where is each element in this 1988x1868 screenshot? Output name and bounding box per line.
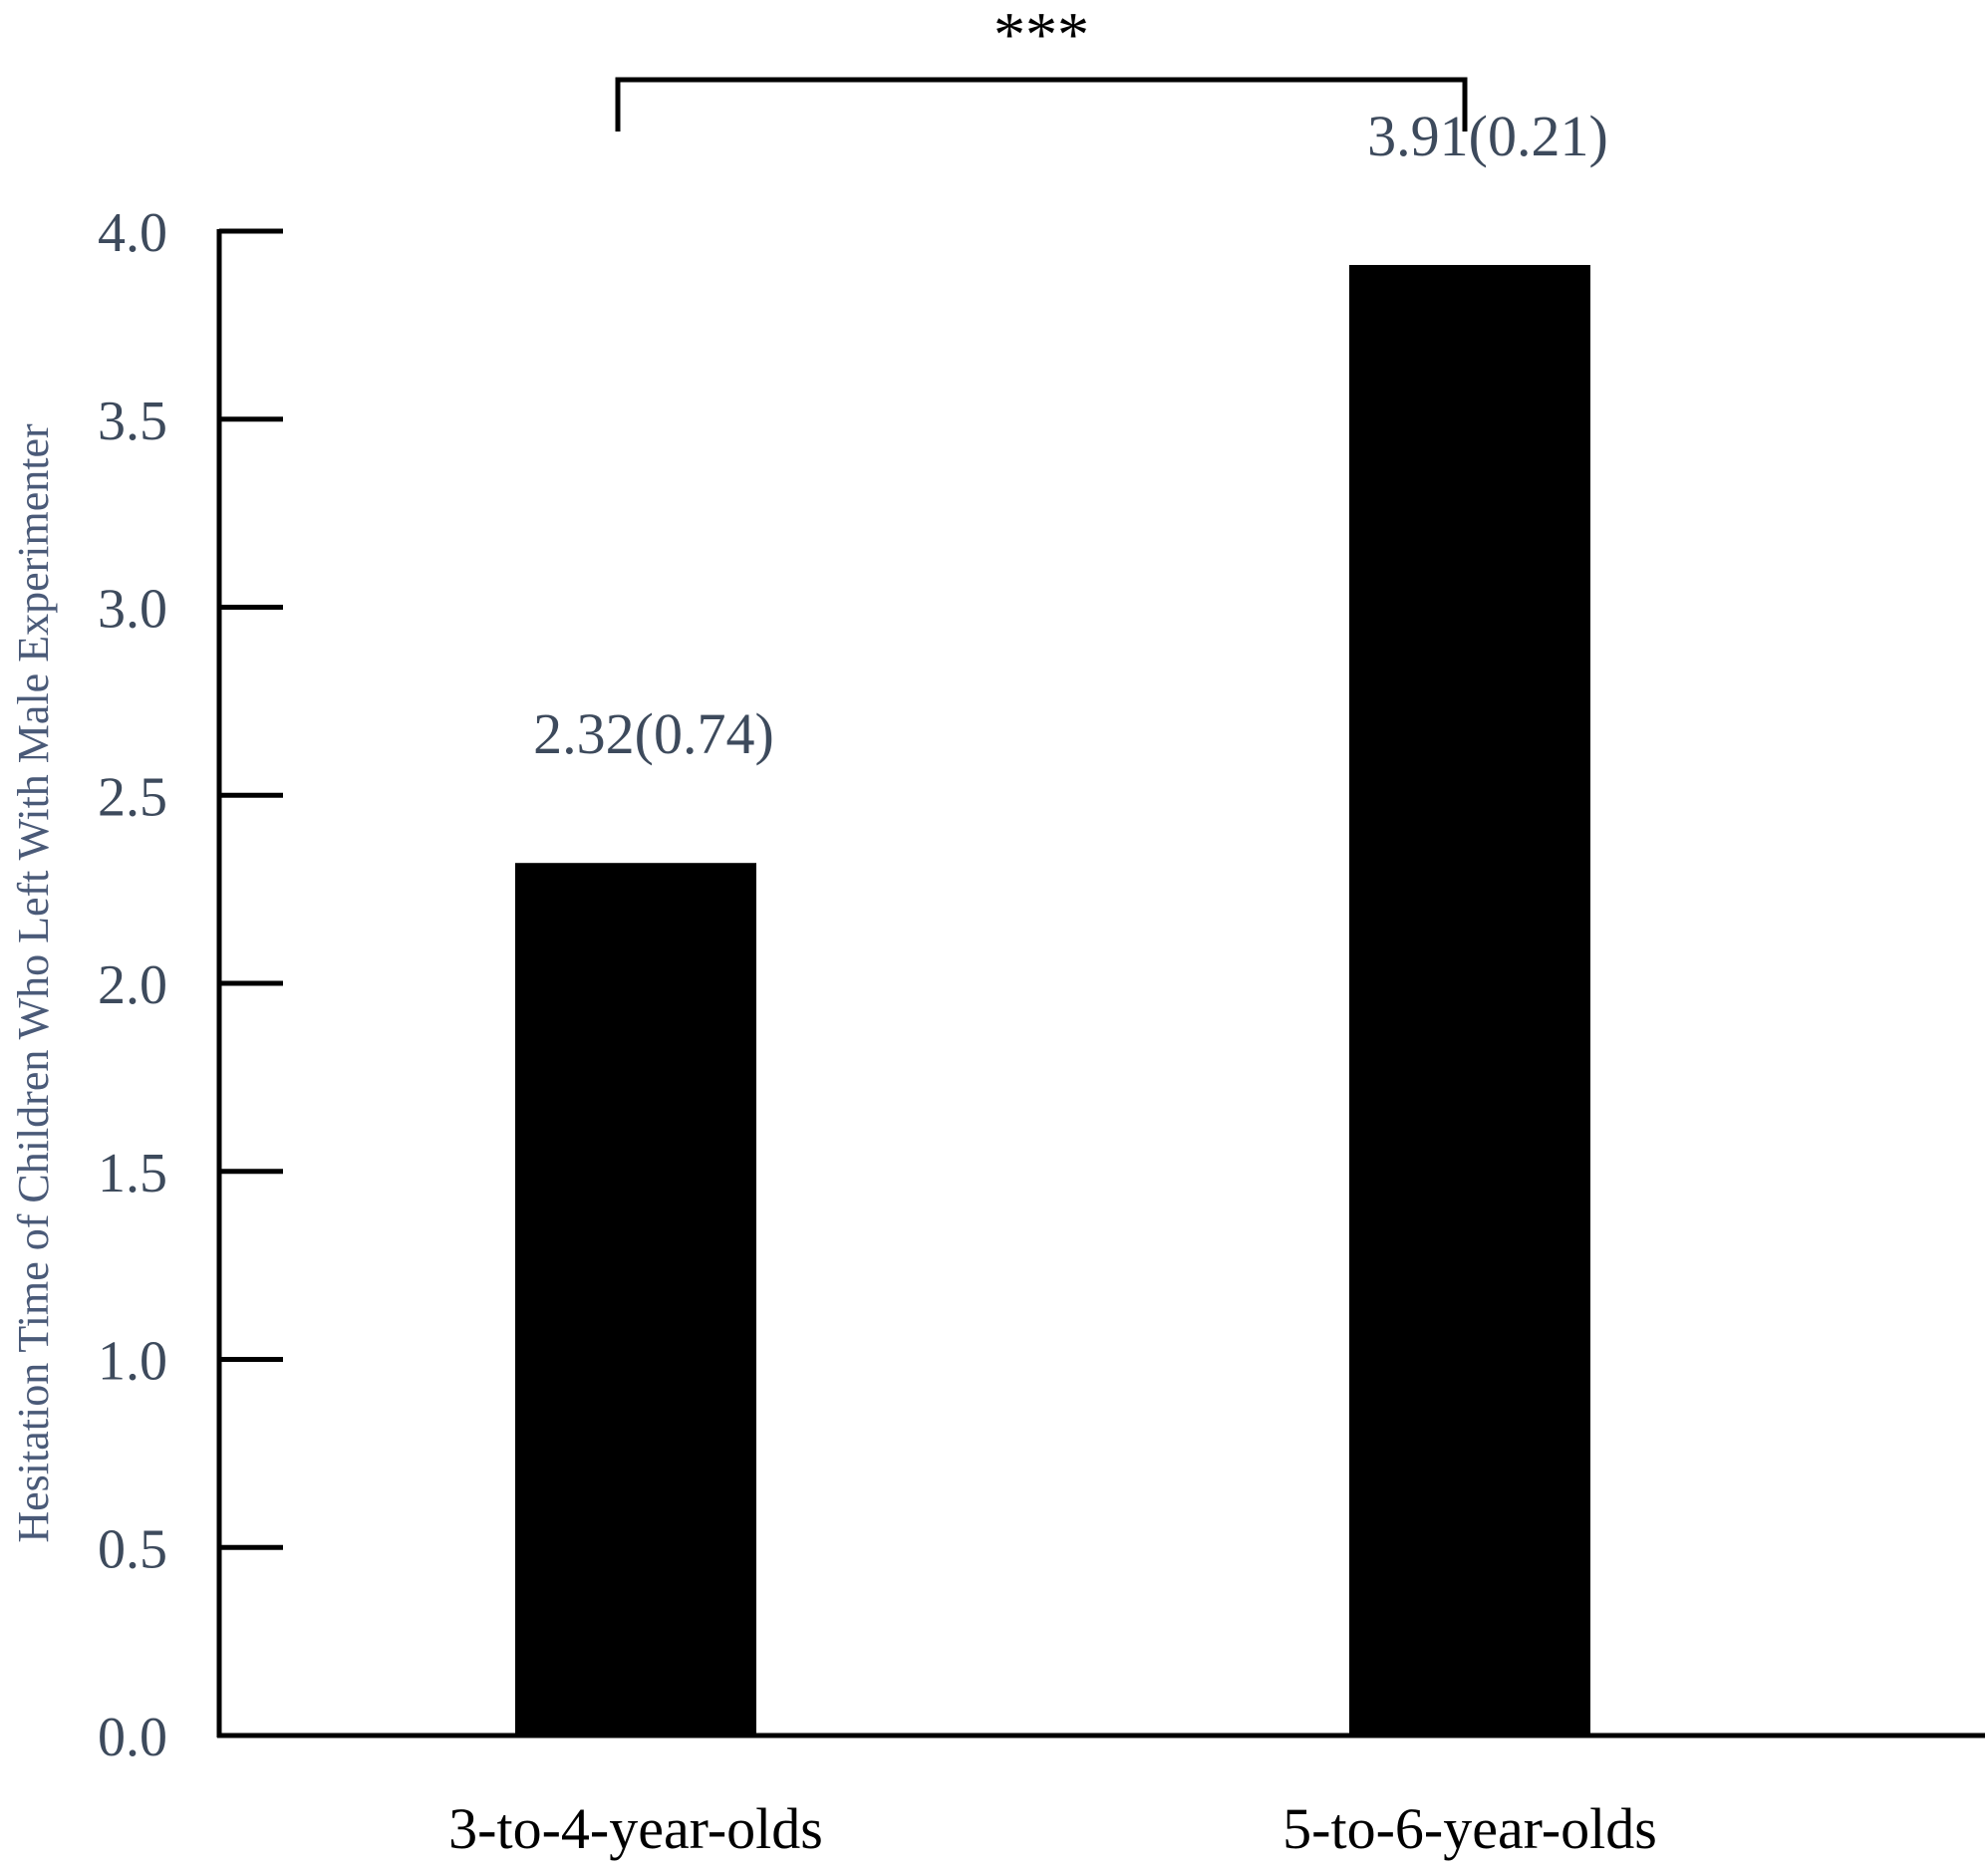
y-axis-title: Hesitation Time of Children Who Left Wit… xyxy=(9,423,58,1543)
category-labels: 3-to-4-year-olds 5-to-6-year-olds xyxy=(448,1796,1657,1861)
bar-data-label: 3.91(0.21) xyxy=(1367,104,1608,168)
y-tick-label: 0.5 xyxy=(98,1518,167,1580)
y-tick-label: 2.5 xyxy=(98,766,167,828)
y-tick-label: 1.0 xyxy=(98,1331,167,1393)
y-ticks: 0.0 0.5 1.0 1.5 2.0 2.5 3.0 3.5 4.0 xyxy=(98,202,283,1768)
y-tick-label: 1.5 xyxy=(98,1143,167,1204)
axes xyxy=(216,229,1985,1738)
bar-data-label: 2.32(0.74) xyxy=(533,701,774,766)
bar-data-labels: 2.32(0.74) 3.91(0.21) xyxy=(533,104,1608,766)
x-category-label: 5-to-6-year-olds xyxy=(1282,1796,1657,1861)
significance-label: *** xyxy=(994,0,1089,70)
significance-bracket: *** xyxy=(615,0,1468,132)
x-category-label: 3-to-4-year-olds xyxy=(448,1796,823,1861)
y-tick-label: 4.0 xyxy=(98,202,167,264)
y-tick-label: 2.0 xyxy=(98,954,167,1016)
bar xyxy=(515,863,756,1735)
y-tick-label: 0.0 xyxy=(98,1707,167,1768)
y-tick-label: 3.5 xyxy=(98,391,167,452)
bar xyxy=(1349,264,1590,1736)
significance-bracket-line xyxy=(615,77,1468,132)
y-tick-label: 3.0 xyxy=(98,579,167,641)
bars xyxy=(515,264,1590,1736)
